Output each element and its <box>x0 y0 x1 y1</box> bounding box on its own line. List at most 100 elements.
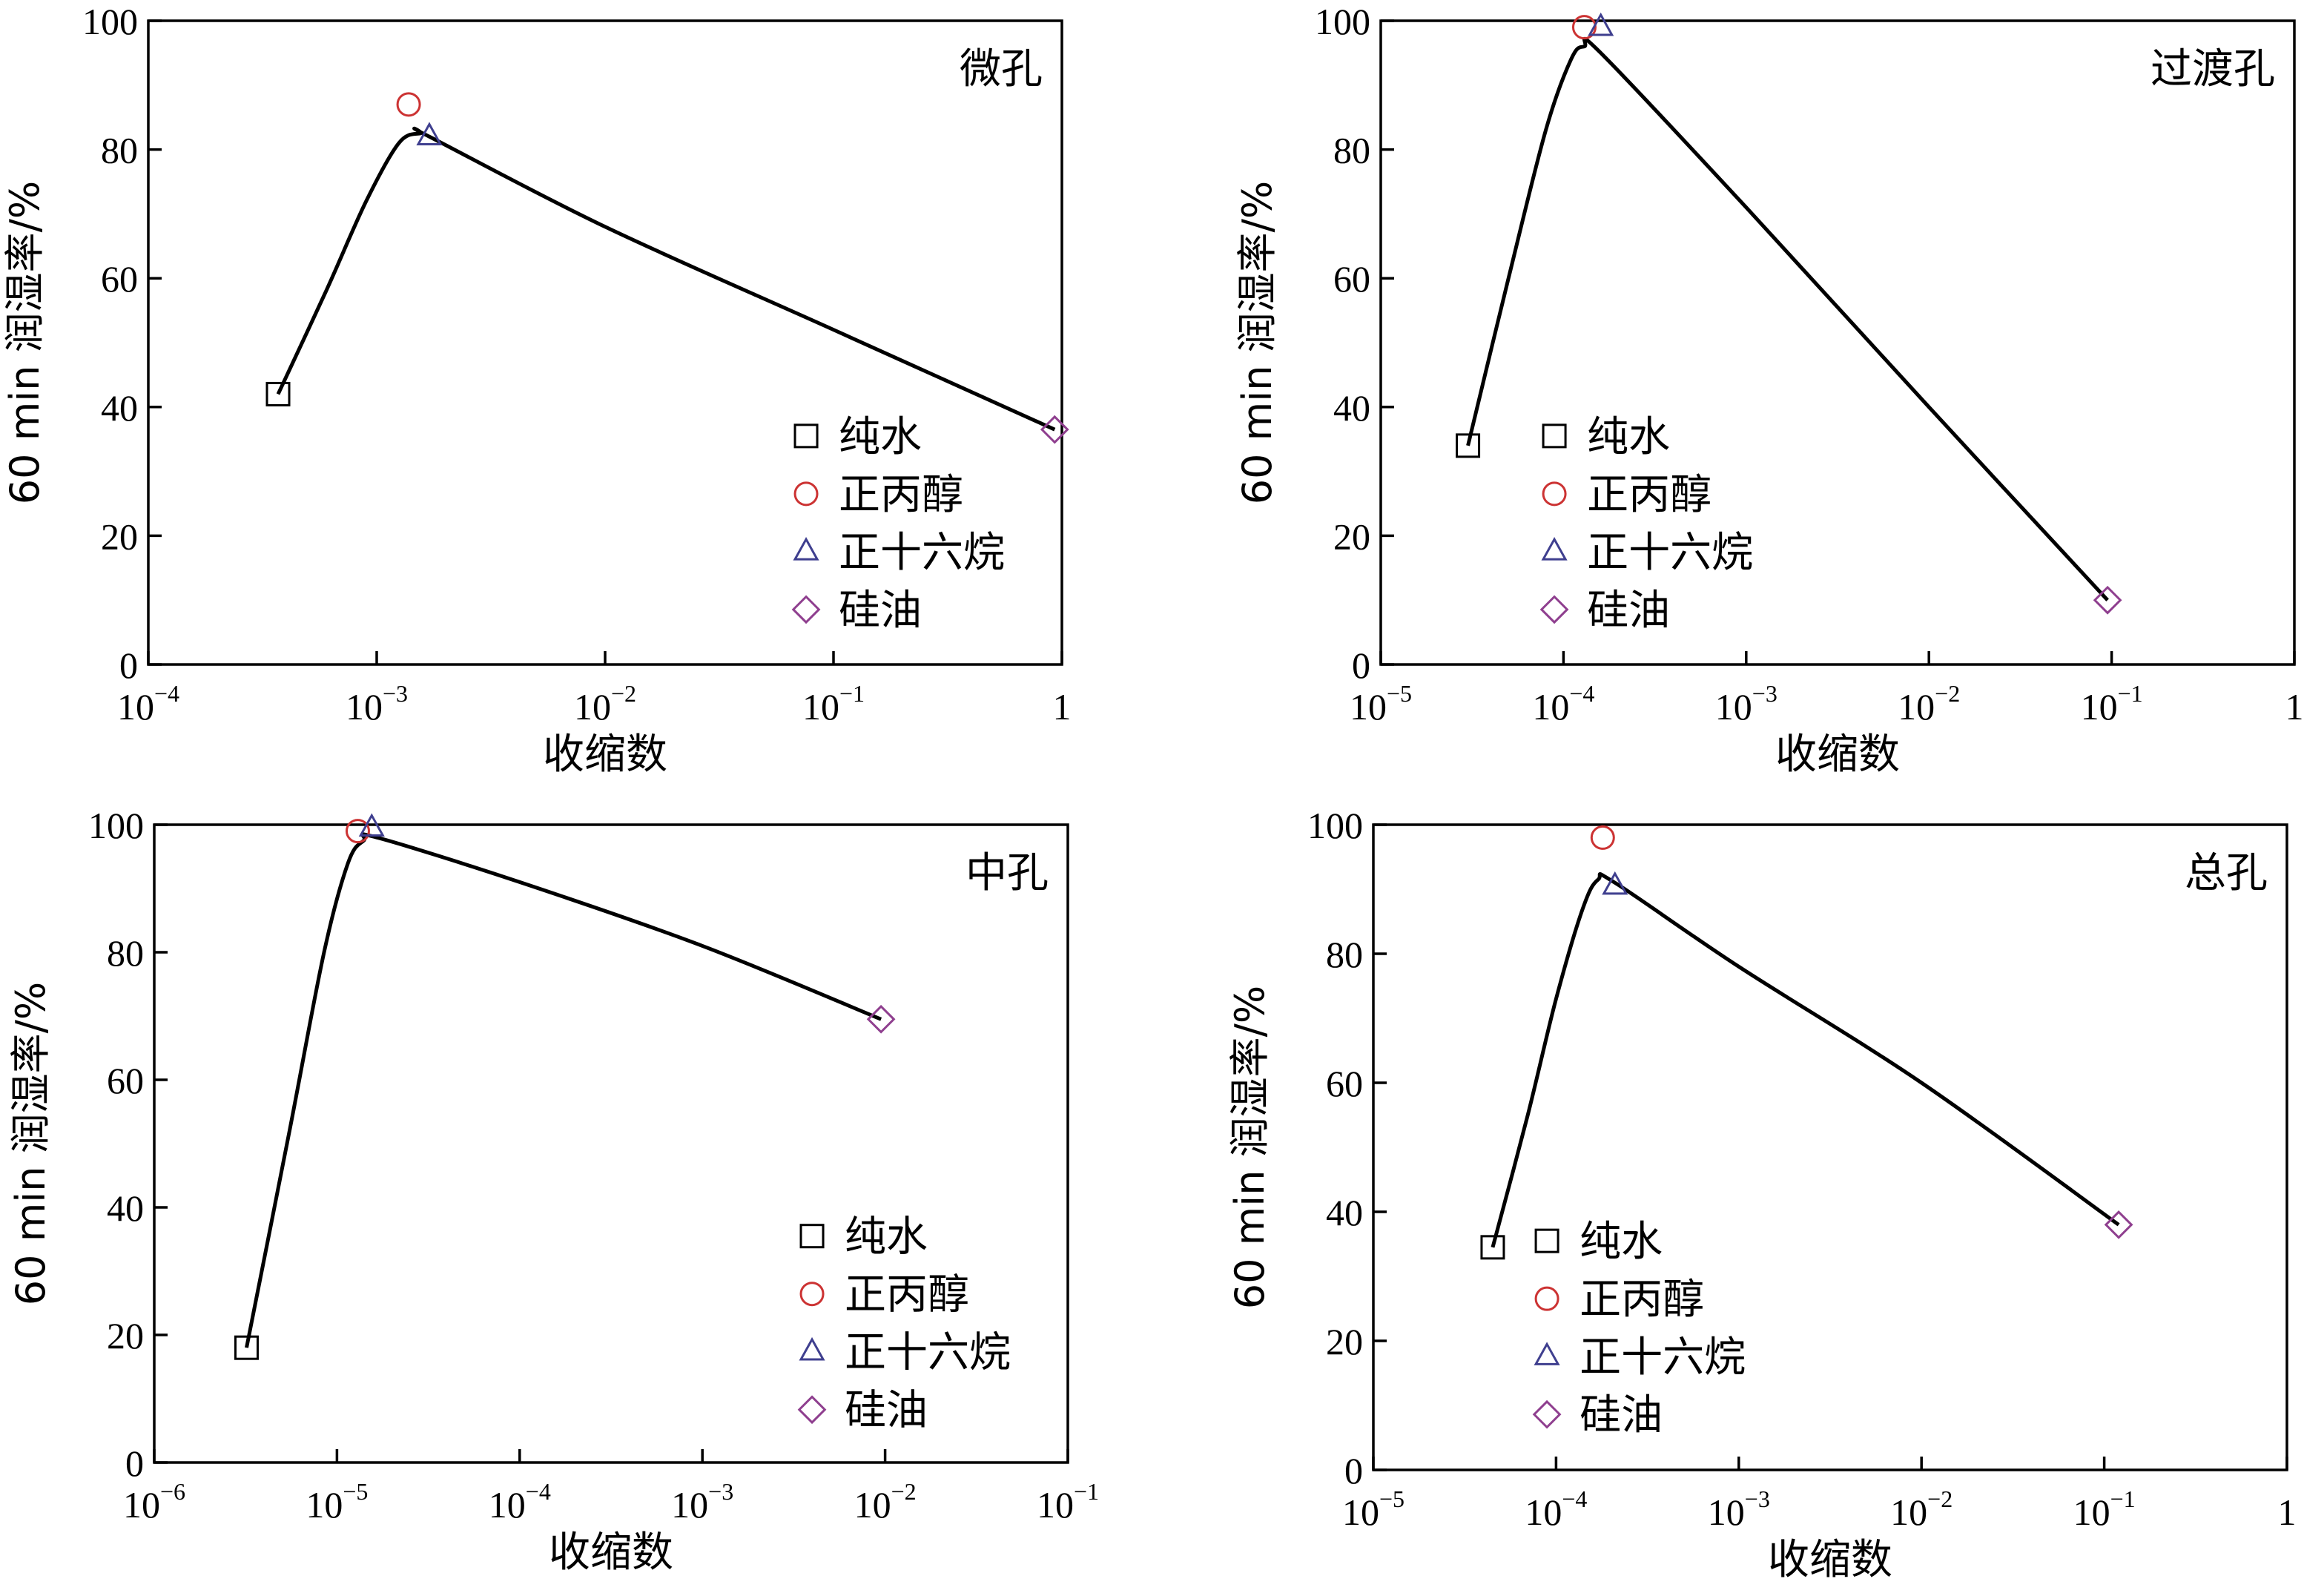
y-tick-label: 80 <box>107 932 144 974</box>
legend-label: 纯水 <box>845 1213 928 1262</box>
legend-label: 硅油 <box>839 587 922 635</box>
legend-label: 正十六烷 <box>1587 529 1753 577</box>
y-tick-label: 0 <box>1352 644 1370 686</box>
legend-marker-circle <box>1534 1286 1559 1311</box>
legend-marker-square <box>793 423 819 449</box>
legend-marker-diamond <box>791 595 821 624</box>
x-axis-label: 收缩数 <box>1768 1536 1892 1584</box>
chart-panel-2: 0 20 40 60 80 100 10−5 10−4 10−3 10−2 10−1 1 收缩数 60 m… <box>1234 1 2304 779</box>
x-tick-label: 10−4 <box>117 680 179 728</box>
x-tick-label: 10−1 <box>2073 1485 2136 1533</box>
y-axis-label: 60 min 润湿率/% <box>1 181 48 504</box>
x-tick-label: 10−3 <box>1715 680 1777 728</box>
legend-marker-triangle <box>799 1336 825 1361</box>
plot-frame <box>153 823 1069 1464</box>
x-tick-label: 10−4 <box>1532 680 1594 728</box>
y-tick-label: 60 <box>101 258 138 300</box>
x-tick-label: 10−1 <box>2081 680 2143 728</box>
x-axis-label: 收缩数 <box>549 1529 673 1577</box>
legend-marker-circle <box>799 1282 825 1307</box>
legend-label: 正丙醇 <box>1587 471 1712 519</box>
panel-label: 中孔 <box>965 849 1049 897</box>
y-tick-label: 20 <box>1326 1321 1363 1362</box>
x-tick-label: 10−5 <box>1342 1485 1404 1533</box>
data-point-triangle <box>416 122 443 145</box>
x-tick-label: 1 <box>2285 686 2304 728</box>
y-tick-label: 60 <box>1333 258 1370 300</box>
chart-panel-4: 0 20 40 60 80 100 10−5 10−4 10−3 10−2 10−1 1 收缩数 60 m… <box>1227 805 2297 1584</box>
data-point-square <box>234 1335 259 1360</box>
legend-marker-square <box>1542 423 1567 449</box>
x-tick-label: 10−2 <box>1890 1485 1953 1533</box>
x-tick-label: 10−3 <box>671 1478 733 1526</box>
data-point-circle <box>396 92 421 117</box>
y-tick-label: 20 <box>101 515 138 557</box>
y-tick-label: 60 <box>107 1060 144 1101</box>
y-axis-label: 60 min 润湿率/% <box>1227 986 1273 1309</box>
x-tick-label: 10−1 <box>802 680 865 728</box>
legend-marker-circle <box>1542 481 1567 507</box>
legend-label: 正丙醇 <box>839 471 963 519</box>
y-tick-label: 20 <box>1333 515 1370 557</box>
fit-curve <box>1491 872 2120 1248</box>
data-point-diamond <box>866 1004 896 1034</box>
legend-marker-triangle <box>1534 1342 1560 1365</box>
y-tick-label: 0 <box>119 644 138 686</box>
data-point-square <box>1456 433 1481 458</box>
y-tick-label: 40 <box>101 387 138 429</box>
legend-label: 正十六烷 <box>839 529 1005 577</box>
legend-marker-triangle <box>793 537 819 561</box>
legend-label: 正丙醇 <box>1580 1276 1704 1324</box>
x-tick-label: 1 <box>2278 1491 2297 1533</box>
y-tick-label: 20 <box>107 1315 144 1356</box>
data-point-circle <box>345 819 370 844</box>
fit-curve <box>245 832 882 1348</box>
fit-curve <box>1466 36 2109 601</box>
legend-marker-triangle <box>1541 537 1568 561</box>
data-point-square <box>265 381 291 406</box>
x-tick-label: 10−5 <box>1350 680 1412 728</box>
legend-marker-circle <box>793 481 819 507</box>
chart-panel-1: 0 20 40 60 80 100 10−4 10−3 10−2 10−1 1 收缩数 60 min 润… <box>1 1 1072 779</box>
data-point-circle <box>1571 15 1597 40</box>
plot-frame <box>1372 823 2288 1471</box>
data-point-diamond <box>2104 1210 2133 1239</box>
x-tick-label: 1 <box>1053 686 1072 728</box>
x-tick-label: 10−6 <box>123 1478 185 1526</box>
y-axis-label: 60 min 润湿率/% <box>7 982 54 1305</box>
x-tick-label: 10−3 <box>346 680 408 728</box>
legend-label: 纯水 <box>1587 413 1670 461</box>
legend-marker-square <box>799 1224 825 1249</box>
panel-label: 过渡孔 <box>2150 45 2275 93</box>
legend-label: 纯水 <box>839 413 922 461</box>
y-tick-label: 40 <box>1333 387 1370 429</box>
legend-label: 正十六烷 <box>845 1329 1011 1377</box>
legend-label: 正丙醇 <box>845 1271 969 1319</box>
legend-label: 纯水 <box>1580 1218 1663 1266</box>
x-axis-label: 收缩数 <box>1775 731 1900 779</box>
legend-label: 硅油 <box>1587 587 1670 635</box>
data-point-square <box>1480 1235 1505 1260</box>
y-tick-label: 0 <box>1344 1450 1363 1491</box>
legend-label: 硅油 <box>845 1387 928 1435</box>
x-tick-label: 10−2 <box>854 1478 917 1526</box>
panel-label: 微孔 <box>960 45 1043 93</box>
legend-label: 正十六烷 <box>1580 1333 1746 1382</box>
x-tick-label: 10−2 <box>574 680 636 728</box>
legend-marker-diamond <box>1539 595 1569 624</box>
chart-panel-3: 0 20 40 60 80 100 10−6 10−5 10−4 10−3 10−2 10−1 收缩数 6… <box>7 805 1099 1577</box>
x-axis-label: 收缩数 <box>543 731 667 779</box>
y-tick-label: 100 <box>88 805 144 846</box>
fit-curve <box>276 126 1056 432</box>
y-tick-label: 100 <box>82 1 138 42</box>
data-point-diamond <box>2093 585 2122 615</box>
data-point-diamond <box>1040 415 1069 444</box>
data-point-triangle <box>1588 12 1614 36</box>
y-tick-label: 80 <box>101 130 138 171</box>
y-tick-label: 40 <box>1326 1192 1363 1233</box>
